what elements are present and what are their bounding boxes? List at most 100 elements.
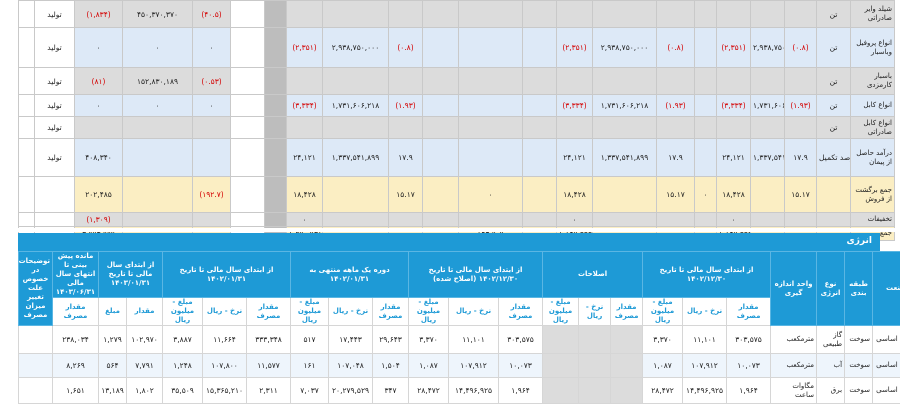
table-cell: ۰ xyxy=(192,94,231,117)
table-cell: (۲,۳۵۱) xyxy=(556,27,593,68)
subheader-qty: مقدار مصرف xyxy=(52,297,99,326)
table-cell: ۰ xyxy=(74,27,123,68)
table-cell: تولید xyxy=(34,27,75,68)
energy-value: ۱,۲۷۹ xyxy=(97,325,128,354)
table-cell xyxy=(750,116,785,139)
table-cell xyxy=(322,212,389,227)
table-cell xyxy=(18,138,35,177)
table-cell: ۲۰۲,۴۸۵ xyxy=(74,176,123,213)
table-cell: تولید xyxy=(34,138,75,177)
table-cell xyxy=(784,116,817,139)
table-cell xyxy=(694,0,717,28)
table-cell xyxy=(522,0,557,28)
row-label: باسبار کارمزدی xyxy=(850,67,895,95)
energy-value: ۳۵,۵۰۹ xyxy=(162,377,204,404)
table-cell xyxy=(750,176,785,213)
energy-value: ۱,۰۸۷ xyxy=(642,353,684,378)
table-cell: ۲,۹۳۸,۷۵۰,۰۰۰ xyxy=(322,27,389,68)
table-cell xyxy=(230,176,265,213)
table-cell: ۰ xyxy=(122,94,193,117)
table-cell xyxy=(694,94,717,117)
table-cell: (۰.۵۳) xyxy=(192,67,231,95)
table-cell xyxy=(750,0,785,28)
energy-industry: فلزات اساسی xyxy=(872,353,900,378)
table-cell xyxy=(458,212,523,227)
energy-value xyxy=(542,353,580,378)
energy-title: انرژی xyxy=(846,236,873,246)
table-cell xyxy=(556,116,593,139)
table-cell xyxy=(230,67,265,95)
table-cell xyxy=(522,176,557,213)
table-cell xyxy=(522,116,557,139)
table-cell xyxy=(750,212,785,227)
table-cell xyxy=(18,176,35,213)
table-cell xyxy=(656,0,695,28)
table-cell xyxy=(556,0,593,28)
table-cell: ۰ xyxy=(74,94,123,117)
energy-value: ۱,۰۸۷ xyxy=(408,353,450,378)
table-cell xyxy=(592,0,657,28)
energy-category: سوخت xyxy=(844,325,874,354)
energy-value: ۳۳۳,۳۴۸ xyxy=(246,325,292,354)
energy-type: گاز طبیعی xyxy=(816,325,846,354)
table-cell: ۱,۳۳۷,۵۴۱,۸۹۹ xyxy=(750,138,785,177)
table-cell xyxy=(556,67,593,95)
table-row: تولید (۱,۸۳۴) ۴۵۰,۳۷۰,۳۷۰ (۴۰.۵) تن شیلد وایر… xyxy=(18,0,895,28)
table-cell: ۰ xyxy=(556,212,593,227)
row-unit: تن xyxy=(816,27,851,68)
subheader-amount: مبلغ - میلیون ریال xyxy=(290,297,330,326)
col-notes: توضیحات در خصوص علت تغییر میزان مصرف xyxy=(18,251,53,326)
energy-value: ۲۹,۶۴۳ xyxy=(372,325,410,354)
table-cell xyxy=(458,116,523,139)
energy-value xyxy=(610,325,644,354)
table-cell: ۰ xyxy=(286,212,323,227)
table-cell xyxy=(422,176,459,213)
table-cell xyxy=(694,27,717,68)
subheader-qty: مقدار مصرف xyxy=(372,297,410,326)
sales-table: تولید (۱,۸۳۴) ۴۵۰,۳۷۰,۳۷۰ (۴۰.۵) تن شیلد وایر… xyxy=(18,0,895,241)
energy-value: ۱۰۲,۹۷۰ xyxy=(126,325,164,354)
table-cell: ۰ xyxy=(192,27,231,68)
col-group-6: مانده پیش بینی تا انتهای سال مالی ۱۴۰۳/۰… xyxy=(52,251,99,298)
table-cell xyxy=(192,116,231,139)
energy-category: سوخت xyxy=(844,353,874,378)
table-cell xyxy=(458,27,523,68)
table-cell: تولید xyxy=(34,0,75,28)
col-type: نوع انرژی xyxy=(816,251,846,326)
table-cell xyxy=(458,94,523,117)
energy-value: ۱,۶۵۱ xyxy=(52,377,99,404)
energy-value: ۳,۳۷۰ xyxy=(408,325,450,354)
table-cell xyxy=(522,212,557,227)
table-cell xyxy=(656,116,695,139)
subheader-rate: نرخ - ریال xyxy=(448,297,500,326)
energy-industry: فلزات اساسی xyxy=(872,377,900,404)
energy-value: ۳,۳۷۰ xyxy=(642,325,684,354)
energy-industry: فلزات اساسی xyxy=(872,325,900,354)
row-unit xyxy=(816,212,851,227)
subheader-qty: مقدار xyxy=(126,297,164,326)
subheader-amount: مبلغ - میلیون ریال xyxy=(542,297,580,326)
table-cell: ۱۵.۱۷ xyxy=(784,176,817,213)
table-cell xyxy=(716,116,751,139)
table-cell: ۴۵۰,۳۷۰,۳۷۰ xyxy=(122,0,193,28)
col-group-1: از ابتدای سال مالی تا تاریخ ۱۴۰۲/۱۲/۳۰ xyxy=(642,251,772,298)
energy-value: ۱۱,۶۶۴ xyxy=(202,325,248,354)
table-cell xyxy=(230,27,265,68)
table-cell xyxy=(322,67,389,95)
table-cell xyxy=(458,67,523,95)
subheader-amount: مبلغ - میلیون ریال xyxy=(642,297,684,326)
table-cell xyxy=(18,212,35,227)
row-unit xyxy=(816,176,851,213)
table-cell: ۱۵.۱۷ xyxy=(388,176,423,213)
row-unit: تن xyxy=(816,116,851,139)
table-cell xyxy=(784,0,817,28)
table-cell xyxy=(286,116,323,139)
table-cell xyxy=(322,176,389,213)
subheader-rate: نرخ - ریال xyxy=(682,297,728,326)
table-cell xyxy=(34,212,75,227)
table-cell xyxy=(264,0,287,28)
energy-type: آب xyxy=(816,353,846,378)
energy-value: ۱,۸۰۲ xyxy=(126,377,164,404)
table-cell xyxy=(192,212,231,227)
